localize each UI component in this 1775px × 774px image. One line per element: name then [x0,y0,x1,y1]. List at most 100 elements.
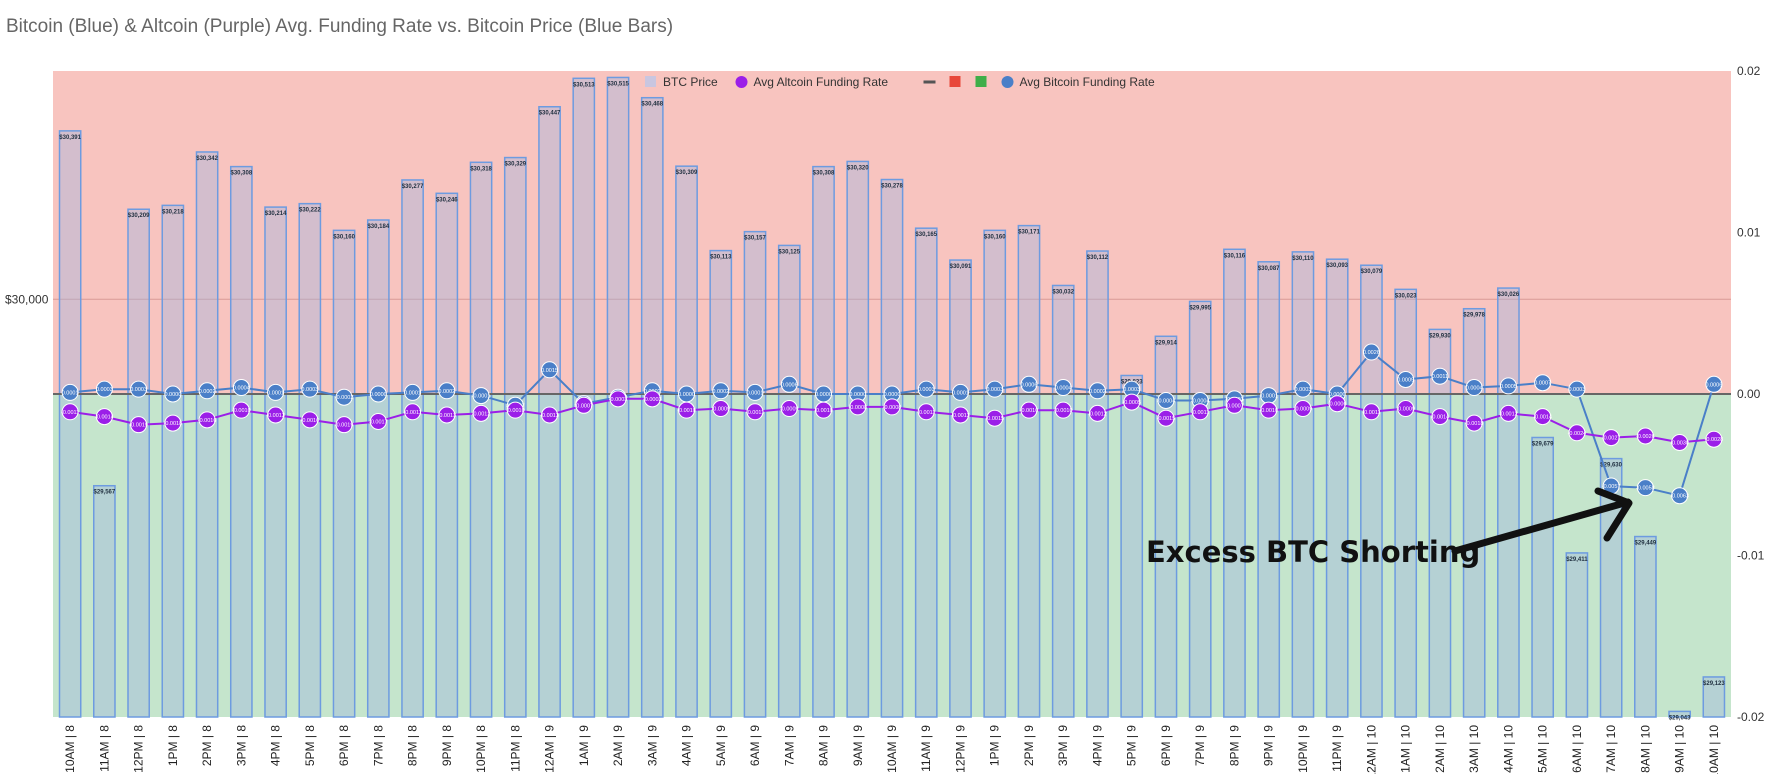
price-bar-label: $30,342 [196,156,218,162]
alt-funding-point [1534,408,1552,426]
price-bar [93,484,116,718]
alt-funding-point [61,403,79,421]
btc-funding-point-label: 0.0004 [233,386,250,392]
alt-funding-point-label: -0.0011 [1362,410,1380,416]
alt-funding-point [541,406,559,424]
alt-funding-point-label: -0.0016 [198,418,217,424]
price-bar-label: $30,309 [676,170,698,176]
alt-funding-point-label: -0.0012 [472,411,491,417]
btc-funding-point [1054,379,1072,397]
price-bar [1428,328,1452,718]
alt-funding-point [1157,409,1175,427]
alt-funding-point [1568,424,1586,442]
btc-funding-point-label: 0.0007 [1534,381,1551,387]
price-bar [161,204,185,718]
price-bar-label: $30,091 [950,264,972,270]
alt-funding-point [369,412,387,430]
btc-funding-point-label: -0.0002 [335,395,354,401]
alt-funding-point [780,400,798,418]
btc-funding-point-label: 0.0000 [164,392,181,398]
btc-funding-point-label: 0.0006 [1705,382,1722,388]
btc-funding-point-label: 0.0001 [952,390,969,396]
price-bar [229,165,253,718]
x-tick-label: 12PM | 8 [132,725,146,773]
price-bar-label: $30,184 [367,224,389,230]
btc-funding-point-label: 0.0003 [1568,387,1585,393]
alt-funding-point [1294,400,1312,418]
btc-funding-point-label: 0.0002 [438,389,455,395]
x-tick-label: 3PM | 9 [1056,725,1070,766]
alt-funding-point [643,390,661,408]
price-bar [1017,224,1041,718]
alt-funding-point [438,406,456,424]
alt-funding-point-label: -0.0007 [1225,403,1244,409]
btc-funding-point-label: 0.0003 [918,387,935,393]
legend-swatch [735,76,748,88]
btc-funding-point-label: 0.0009 [1397,377,1414,383]
alt-funding-point-label: -0.0019 [335,423,354,429]
alt-funding-point-label: -0.0026 [1636,434,1655,440]
price-bar [1154,335,1178,718]
alt-funding-point [1088,404,1106,422]
btc-funding-point-label: 0.0003 [1123,387,1140,393]
price-bar-label: $30,468 [641,102,663,108]
legend-label: Avg Altcoin Funding Rate [754,75,889,89]
btc-funding-point-label: 0.0002 [199,389,216,395]
btc-funding-point [1465,379,1483,397]
x-tick-label: 8PM | 8 [406,725,420,766]
x-tick-label: 5PM | 9 [1125,725,1139,766]
price-bar-label: $30,218 [162,209,184,215]
btc-funding-point-label: 0.0000 [678,392,695,398]
price-bar [1565,552,1589,718]
x-tick-label: 3AM | 10 [1467,725,1481,773]
alt-funding-point-label: -0.0010 [232,408,251,414]
btc-funding-point [986,380,1004,398]
x-tick-label: 12AM | 9 [543,725,557,773]
alt-funding-point [1362,403,1380,421]
x-tick-label: 7AM | 10 [1604,725,1618,773]
alt-funding-point-label: -0.0015 [985,416,1004,422]
alt-funding-point-label: -0.0009 [711,407,730,413]
right-tick-label: 0.01 [1737,226,1761,240]
price-bar [366,219,390,718]
btc-funding-point [1088,382,1106,400]
alt-funding-point-label: -0.0008 [883,405,902,411]
btc-funding-point-label: 0.0026 [1363,350,1380,356]
alt-funding-point [609,390,627,408]
price-bar-label: $30,222 [299,208,321,214]
x-tick-label: 9PM | 8 [440,725,454,766]
chart-title: Bitcoin (Blue) & Altcoin (Purple) Avg. F… [6,16,674,37]
price-bar [1462,307,1486,718]
btc-funding-point [712,382,730,400]
x-tick-label: 9PM | 9 [1262,725,1276,766]
alt-funding-point-label: -0.0013 [437,413,456,419]
x-tick-label: 5PM | 8 [303,725,317,766]
price-bar [332,229,356,718]
price-bar-label: $30,026 [1498,292,1520,298]
x-tick-label: 10AM | 10 [1707,725,1721,774]
btc-funding-point-label: -0.0001 [1259,394,1278,400]
x-tick-label: 2PM | 9 [1022,725,1036,766]
price-bar [1702,676,1726,718]
alt-funding-point [267,406,285,424]
btc-funding-point [1397,370,1415,388]
x-tick-label: 7PM | 9 [1193,725,1207,766]
x-tick-label: 1AM | 9 [577,725,591,766]
price-bar-label: $30,079 [1361,269,1383,275]
price-bar [949,259,972,718]
price-bar-label: $30,308 [813,171,835,177]
alt-funding-point-label: -0.0014 [1431,415,1450,421]
price-bar-label: $30,112 [1087,255,1109,261]
alt-funding-point-label: -0.0003 [609,397,628,403]
x-tick-label: 12PM | 9 [953,725,967,773]
price-bar [846,160,870,718]
btc-funding-point [1636,479,1654,497]
btc-funding-point [198,382,216,400]
price-bar-label: $30,113 [710,255,732,261]
price-bar [675,165,698,718]
price-bar [1394,288,1418,718]
price-bar-label: $29,930 [1429,333,1451,339]
price-bar-label: $29,630 [1600,463,1622,469]
btc-funding-point [61,383,79,401]
